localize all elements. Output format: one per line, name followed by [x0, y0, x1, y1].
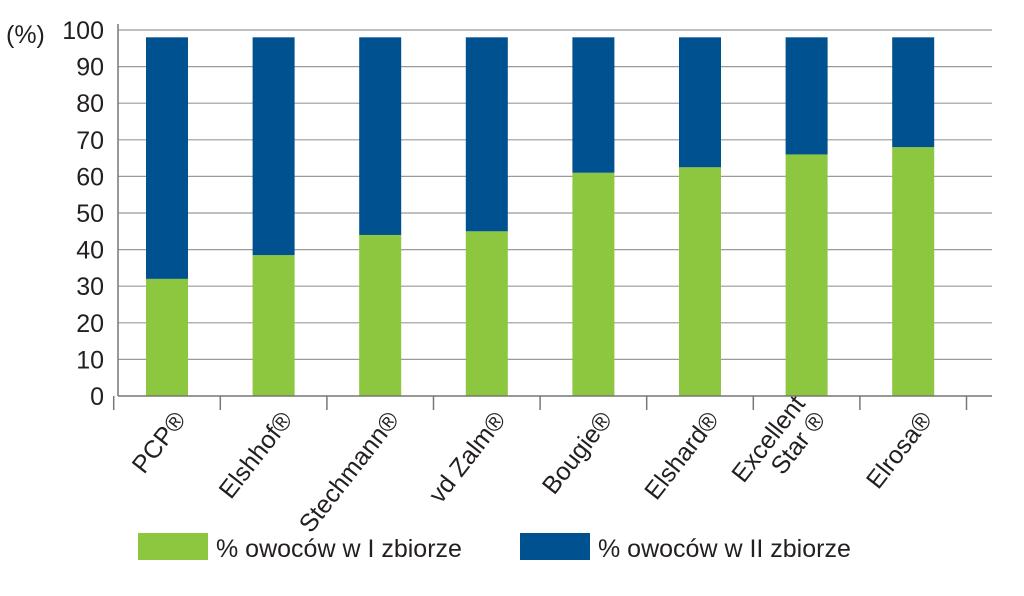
legend-swatch: [520, 533, 590, 560]
bar-first-harvest: [146, 278, 188, 396]
bar-second-harvest: [679, 37, 721, 168]
axes: [112, 24, 992, 410]
y-tick-label: 90: [76, 54, 104, 82]
category-label-line: Stechmann®: [294, 406, 406, 538]
bar-second-harvest: [465, 37, 508, 232]
y-tick-label: 100: [62, 17, 104, 45]
category-label: Elrosa®: [861, 406, 938, 494]
category-label-line: Elrosa®: [861, 406, 938, 494]
y-tick-label: 50: [76, 200, 104, 228]
legend: % owoców w I zbiorze % owoców w II zbiorz…: [138, 533, 851, 563]
legend-label: % owoców w I zbiorze: [216, 535, 462, 563]
bar-first-harvest: [892, 147, 935, 396]
legend-swatch: [138, 533, 208, 560]
legend-item: % owoców w II zbiorze: [520, 533, 851, 563]
bar-second-harvest: [146, 37, 188, 279]
bar-second-harvest: [252, 37, 295, 256]
bars: [146, 37, 935, 396]
category-label-line: Elshhof®: [214, 406, 299, 504]
y-tick-label: 60: [76, 163, 104, 191]
category-label: Elshard®: [639, 406, 725, 505]
y-tick-label: 10: [76, 346, 104, 374]
y-tick-label: 70: [76, 127, 104, 155]
y-tick-labels: 0 10 20 30 40 50 60 70 80 90 100: [62, 17, 104, 411]
bar-second-harvest: [785, 37, 828, 155]
y-tick-label: 80: [76, 90, 104, 118]
bar-first-harvest: [465, 231, 508, 396]
bar-first-harvest: [785, 154, 828, 396]
category-label-line: Elshard®: [639, 406, 725, 505]
y-tick-label: 30: [76, 273, 104, 301]
category-label-line: Bougie®: [537, 406, 619, 500]
bar-first-harvest: [252, 255, 295, 396]
bar-first-harvest: [572, 172, 615, 396]
bar-first-harvest: [359, 234, 402, 396]
category-label: PCP®: [127, 406, 192, 479]
y-tick-label: 0: [90, 383, 104, 411]
y-tick-label: 40: [76, 237, 104, 265]
category-label: Stechmann®: [294, 406, 406, 538]
x-category-labels: PCP® Elshhof®Stechmann® vd Zalm® Bougie® Els…: [127, 390, 939, 537]
bar-second-harvest: [359, 37, 402, 235]
bar-first-harvest: [679, 167, 721, 396]
category-label: vd Zalm®: [423, 406, 511, 508]
category-label-line: PCP®: [127, 406, 192, 479]
bar-second-harvest: [572, 37, 615, 173]
legend-label: % owoców w II zbiorze: [598, 535, 851, 563]
category-label: Elshhof®: [214, 406, 299, 504]
y-axis-label: (%): [6, 21, 45, 49]
category-label: Bougie®: [537, 406, 619, 500]
y-tick-label: 20: [76, 310, 104, 338]
legend-item: % owoców w I zbiorze: [138, 533, 462, 563]
category-label-line: vd Zalm®: [423, 406, 511, 508]
bar-second-harvest: [892, 37, 935, 148]
gridlines: [118, 29, 992, 360]
